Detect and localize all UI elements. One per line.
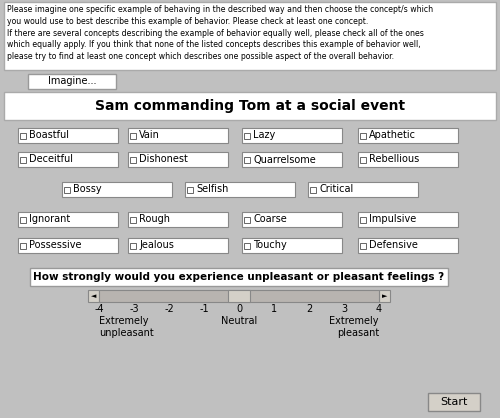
FancyBboxPatch shape — [4, 2, 496, 70]
Text: Neutral: Neutral — [221, 316, 257, 326]
FancyBboxPatch shape — [99, 290, 379, 302]
Text: Ignorant: Ignorant — [29, 214, 70, 224]
Text: Jealous: Jealous — [139, 240, 174, 250]
Bar — [244, 242, 250, 248]
Text: Rebellious: Rebellious — [369, 155, 419, 165]
Bar — [360, 242, 366, 248]
FancyBboxPatch shape — [30, 268, 448, 286]
Bar — [360, 133, 366, 138]
Text: Defensive: Defensive — [369, 240, 418, 250]
Text: -2: -2 — [164, 304, 174, 314]
Bar — [64, 186, 70, 193]
FancyBboxPatch shape — [28, 74, 116, 89]
Text: How strongly would you experience unpleasant or pleasant feelings ?: How strongly would you experience unplea… — [34, 272, 445, 282]
Bar — [187, 186, 193, 193]
Text: -1: -1 — [199, 304, 209, 314]
Bar — [244, 217, 250, 222]
FancyBboxPatch shape — [242, 128, 342, 143]
Text: Dishonest: Dishonest — [139, 155, 188, 165]
FancyBboxPatch shape — [128, 212, 228, 227]
Text: Selfish: Selfish — [196, 184, 228, 194]
Bar — [20, 156, 26, 163]
Text: -3: -3 — [129, 304, 139, 314]
FancyBboxPatch shape — [128, 152, 228, 167]
FancyBboxPatch shape — [358, 238, 458, 253]
FancyBboxPatch shape — [88, 290, 99, 302]
Text: Coarse: Coarse — [253, 214, 287, 224]
FancyBboxPatch shape — [18, 128, 118, 143]
Text: Boastful: Boastful — [29, 130, 69, 140]
Bar — [130, 133, 136, 138]
FancyBboxPatch shape — [228, 290, 250, 302]
FancyBboxPatch shape — [358, 212, 458, 227]
FancyBboxPatch shape — [185, 182, 295, 197]
Text: Deceitful: Deceitful — [29, 155, 73, 165]
Text: 1: 1 — [271, 304, 277, 314]
Text: 2: 2 — [306, 304, 312, 314]
Bar — [130, 242, 136, 248]
Text: -4: -4 — [94, 304, 104, 314]
FancyBboxPatch shape — [128, 238, 228, 253]
Text: Vain: Vain — [139, 130, 160, 140]
FancyBboxPatch shape — [242, 152, 342, 167]
Text: 0: 0 — [236, 304, 242, 314]
Bar — [244, 133, 250, 138]
Bar — [20, 217, 26, 222]
Text: ►: ► — [382, 293, 387, 299]
Bar — [20, 242, 26, 248]
FancyBboxPatch shape — [358, 128, 458, 143]
Text: Touchy: Touchy — [253, 240, 287, 250]
Text: Extremely
pleasant: Extremely pleasant — [330, 316, 379, 339]
FancyBboxPatch shape — [18, 238, 118, 253]
FancyBboxPatch shape — [379, 290, 390, 302]
FancyBboxPatch shape — [128, 128, 228, 143]
Bar — [244, 156, 250, 163]
Bar — [310, 186, 316, 193]
Text: Please imagine one specific example of behaving in the described way and then ch: Please imagine one specific example of b… — [7, 5, 433, 61]
FancyBboxPatch shape — [18, 152, 118, 167]
FancyBboxPatch shape — [62, 182, 172, 197]
Bar — [130, 156, 136, 163]
Text: Extremely
unpleasant: Extremely unpleasant — [99, 316, 154, 339]
Bar — [20, 133, 26, 138]
Text: Critical: Critical — [319, 184, 353, 194]
Text: Lazy: Lazy — [253, 130, 275, 140]
FancyBboxPatch shape — [18, 212, 118, 227]
Text: Start: Start — [440, 397, 468, 407]
Text: Bossy: Bossy — [73, 184, 102, 194]
Text: Impulsive: Impulsive — [369, 214, 416, 224]
Text: Quarrelsome: Quarrelsome — [253, 155, 316, 165]
FancyBboxPatch shape — [242, 238, 342, 253]
FancyBboxPatch shape — [242, 212, 342, 227]
Bar — [360, 217, 366, 222]
FancyBboxPatch shape — [308, 182, 418, 197]
Text: 4: 4 — [376, 304, 382, 314]
Text: Possessive: Possessive — [29, 240, 82, 250]
FancyBboxPatch shape — [4, 92, 496, 120]
Text: Rough: Rough — [139, 214, 170, 224]
FancyBboxPatch shape — [428, 393, 480, 411]
Text: 3: 3 — [341, 304, 347, 314]
Text: ◄: ◄ — [91, 293, 96, 299]
Text: Apathetic: Apathetic — [369, 130, 416, 140]
FancyBboxPatch shape — [358, 152, 458, 167]
Bar — [130, 217, 136, 222]
Text: Sam commanding Tom at a social event: Sam commanding Tom at a social event — [95, 99, 405, 113]
Bar — [360, 156, 366, 163]
Text: Imagine...: Imagine... — [48, 76, 96, 87]
